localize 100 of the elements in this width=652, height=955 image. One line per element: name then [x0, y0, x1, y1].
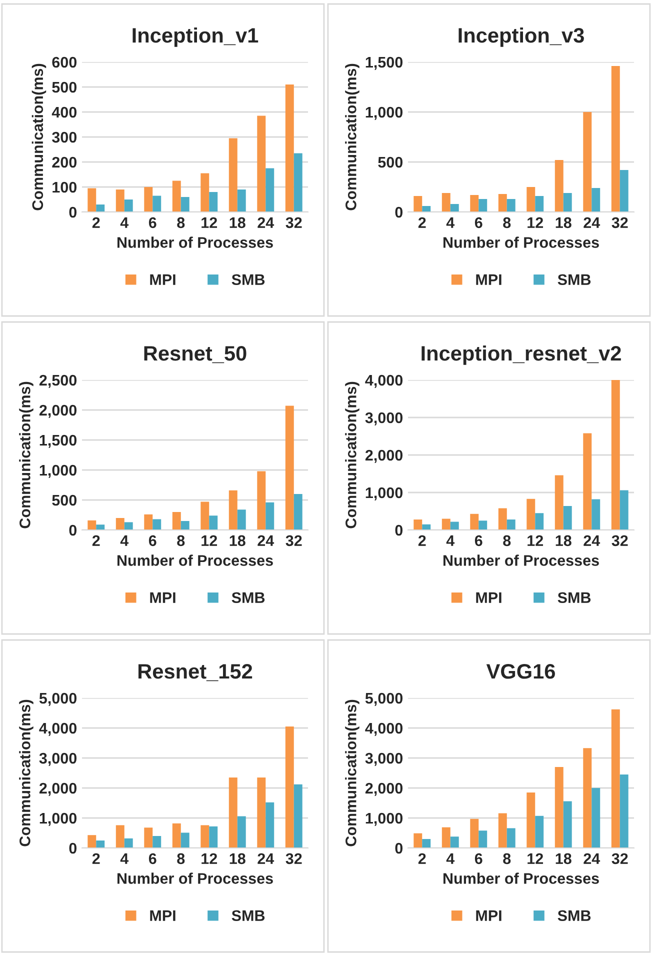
bar	[583, 112, 592, 212]
bar	[620, 170, 628, 212]
bar	[96, 840, 105, 848]
bar	[228, 490, 238, 530]
x-tick-label: 32	[612, 535, 628, 546]
x-tick-label: 6	[474, 535, 482, 546]
bar	[414, 520, 422, 530]
bar	[285, 406, 294, 530]
x-tick-label: 24	[584, 535, 600, 546]
bar	[506, 199, 516, 212]
bar	[237, 510, 246, 530]
chart-title: Resnet_50	[144, 346, 246, 364]
x-tick-label: 4	[446, 217, 455, 228]
bar	[96, 524, 105, 530]
y-tick-label: 1,000	[40, 464, 77, 478]
bar	[442, 518, 450, 530]
bar	[478, 199, 488, 212]
x-tick-label: 12	[528, 535, 544, 546]
bar	[498, 508, 507, 530]
y-tick-label: 500	[52, 82, 77, 93]
y-tick-label: 1,000	[366, 812, 403, 826]
bar	[88, 188, 96, 212]
x-axis-title: Number of Processes	[117, 554, 273, 566]
bar	[200, 502, 210, 530]
y-tick-label: 3,000	[365, 752, 403, 766]
bar	[611, 66, 620, 212]
bar	[152, 836, 162, 848]
bar	[88, 520, 96, 530]
x-tick-label: 2	[92, 853, 100, 864]
x-tick-label: 2	[92, 217, 100, 228]
bar	[172, 180, 181, 212]
bar	[180, 832, 190, 848]
chart-title: Inception_resnet_v2	[422, 345, 621, 365]
x-tick-label: 18	[230, 853, 246, 864]
legend-label: SMB	[558, 910, 591, 922]
bar	[116, 190, 124, 212]
x-tick-label: 12	[528, 853, 544, 864]
y-tick-label: 0	[69, 524, 77, 536]
bar	[470, 514, 479, 530]
y-tick-label: 1,000	[366, 106, 403, 120]
bar	[535, 513, 544, 530]
x-axis-title: Number of Processes	[117, 872, 273, 884]
legend-label: SMB	[558, 274, 591, 286]
bar	[200, 173, 210, 212]
y-tick-label: 2,000	[365, 450, 403, 463]
x-tick-label: 6	[148, 853, 156, 864]
y-tick-label: 0	[395, 524, 403, 536]
x-tick-label: 24	[258, 217, 274, 228]
x-tick-label: 8	[503, 535, 511, 546]
bar	[554, 475, 564, 530]
bar	[620, 490, 628, 530]
bar	[470, 818, 479, 848]
x-tick-label: 8	[177, 535, 185, 546]
chart-title: Inception_v1	[132, 27, 258, 47]
legend-label: MPI	[150, 274, 176, 285]
x-tick-label: 18	[556, 853, 572, 864]
x-tick-label: 24	[584, 217, 600, 228]
legend-label: MPI	[150, 592, 176, 603]
x-tick-label: 6	[474, 217, 482, 228]
bar	[266, 802, 274, 848]
y-tick-label: 1,500	[366, 56, 403, 70]
bar	[592, 499, 600, 530]
y-tick-label: 4,000	[39, 722, 77, 736]
bar	[257, 116, 266, 212]
bar	[152, 519, 162, 530]
x-tick-label: 24	[258, 853, 274, 864]
bar	[592, 788, 600, 848]
bar	[228, 778, 238, 848]
bar	[285, 84, 294, 212]
legend-label: MPI	[476, 910, 502, 921]
x-tick-label: 6	[148, 217, 156, 228]
bar	[237, 816, 246, 848]
x-tick-label: 6	[474, 853, 482, 864]
bar	[554, 767, 564, 848]
y-tick-label: 4,000	[365, 374, 403, 388]
legend-label: SMB	[232, 274, 265, 286]
y-tick-label: 500	[52, 494, 77, 506]
bar	[526, 187, 536, 212]
x-tick-label: 32	[612, 217, 628, 228]
bar	[152, 196, 162, 212]
bar	[209, 192, 218, 212]
bar	[563, 801, 572, 848]
x-tick-label: 6	[148, 535, 156, 546]
bar	[414, 833, 422, 848]
x-tick-label: 2	[92, 535, 100, 546]
legend-label: SMB	[232, 592, 265, 604]
bar	[144, 828, 153, 848]
bar	[294, 153, 302, 212]
y-tick-label: 0	[395, 842, 403, 854]
bar	[294, 784, 302, 848]
bar	[526, 792, 536, 848]
bar	[422, 839, 431, 848]
y-tick-label: 2,000	[39, 782, 77, 796]
bar	[200, 825, 210, 848]
y-tick-label: 1,500	[40, 434, 77, 448]
bar	[563, 506, 572, 530]
legend-label: MPI	[150, 910, 176, 921]
bar	[88, 835, 96, 848]
y-axis-title: Communication(ms)	[345, 700, 360, 846]
bar	[506, 828, 516, 848]
